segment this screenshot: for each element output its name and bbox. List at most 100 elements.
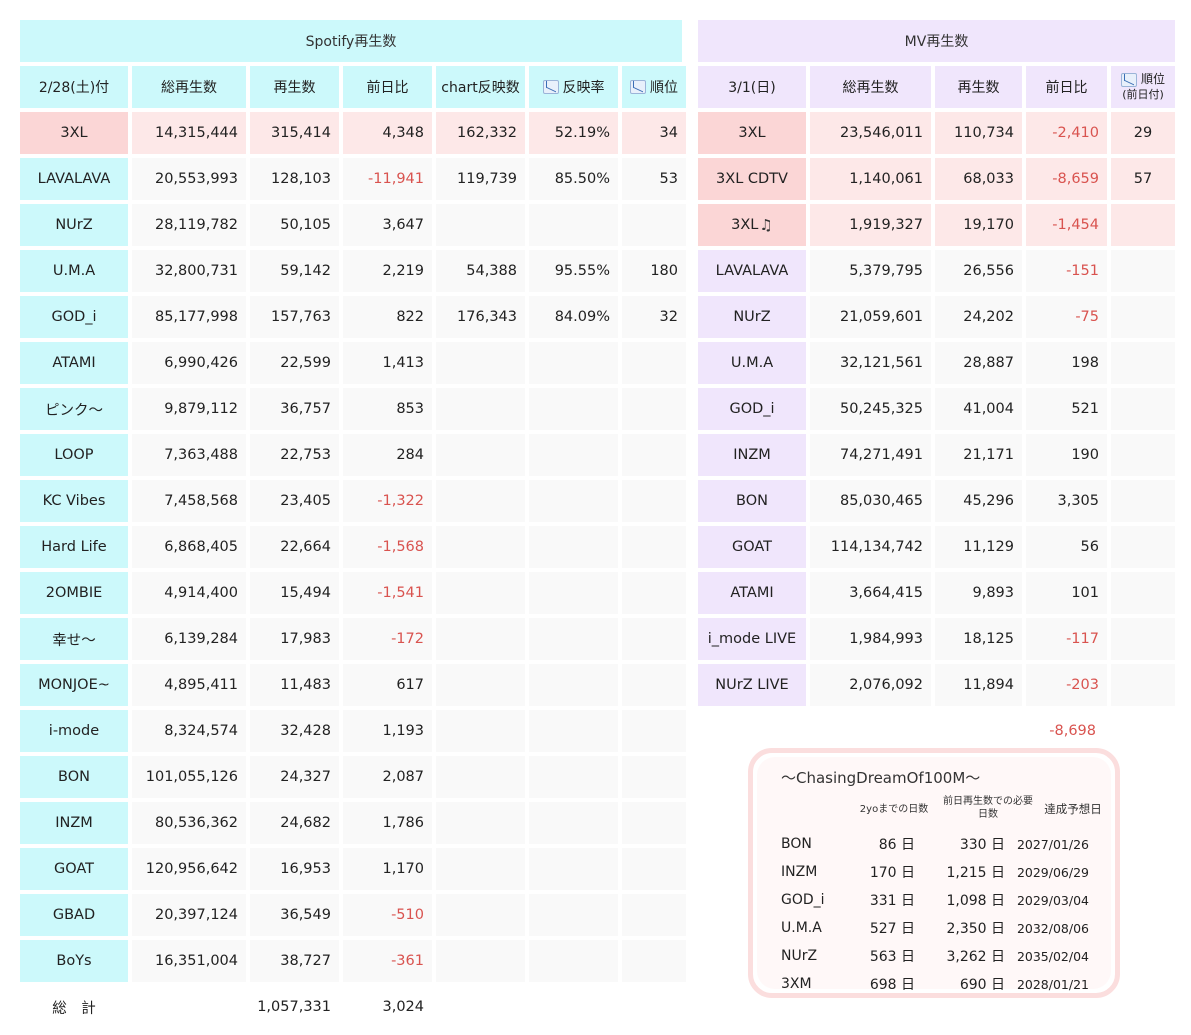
cell-total: 8,324,574 (132, 710, 246, 752)
cell-plays: 28,887 (935, 342, 1022, 384)
cell-name: BoYs (20, 940, 128, 982)
cell-chart (436, 802, 525, 844)
cell-rank (622, 802, 686, 844)
cell-total: 21,059,601 (810, 296, 931, 338)
mv-table: MV再生数 3/1(日) 総再生数 再生数 前日比 順位 (前日付) 3XL 23… (698, 20, 1175, 752)
cell-name: INZM (20, 802, 128, 844)
mv-total-row: -8,698 (698, 710, 1175, 752)
cell-name: LAVALAVA (698, 250, 806, 292)
cell-chart: 176,343 (436, 296, 525, 338)
cell-rank (622, 204, 686, 246)
table-row: GOAT 114,134,742 11,129 56 (698, 526, 1175, 568)
cell-rank (622, 664, 686, 706)
cell-rate (529, 342, 618, 384)
cell-plays: 22,753 (250, 434, 339, 476)
cell-name-text: NUrZ LIVE (715, 677, 789, 693)
cell-name: BON (698, 480, 806, 522)
cell-plays: 21,171 (935, 434, 1022, 476)
dream-date: 2029/06/29 (1016, 864, 1089, 880)
cell-diff-text: -8,659 (1052, 171, 1099, 187)
cell-rank (622, 342, 686, 384)
cell-name: NUrZ (20, 204, 128, 246)
cell-total: 120,956,642 (132, 848, 246, 890)
dream-row: BON 86 日 330 日 2027/01/26 (757, 832, 1111, 856)
dream-row: 3XM 698 日 690 日 2028/01/21 (757, 972, 1111, 996)
col-rank-sub: (前日付) (1122, 88, 1164, 101)
col-diff: 前日比 (1026, 66, 1107, 108)
cell-rank (1111, 664, 1175, 706)
cell-plays: 157,763 (250, 296, 339, 338)
cell-name: BON (20, 756, 128, 798)
cell-diff: 521 (1026, 388, 1107, 430)
cell-rank (1111, 618, 1175, 660)
table-row: i-mode 8,324,574 32,428 1,193 (20, 710, 686, 752)
cell-rate (529, 664, 618, 706)
cell-diff: -172 (343, 618, 432, 660)
col-date: 3/1(日) (698, 66, 806, 108)
cell-diff: 617 (343, 664, 432, 706)
cell-total-text: 85,030,465 (839, 493, 923, 509)
table-row: INZM 74,271,491 21,171 190 (698, 434, 1175, 476)
cell-chart: 119,739 (436, 158, 525, 200)
col-rank-label: 順位 (650, 80, 678, 96)
cell-diff: -8,659 (1026, 158, 1107, 200)
cell-chart (436, 434, 525, 476)
cell-total: 16,351,004 (132, 940, 246, 982)
cell-diff: 1,193 (343, 710, 432, 752)
cell-name-text: i_mode LIVE (707, 631, 797, 647)
table-row: 3XL 23,546,011 110,734 -2,410 29 (698, 112, 1175, 154)
cell-rank (1111, 296, 1175, 338)
dream-col-days: 2yoまでの日数 (859, 804, 929, 815)
cell-plays-text: 18,125 (963, 631, 1014, 647)
table-row: NUrZ LIVE 2,076,092 11,894 -203 (698, 664, 1175, 706)
table-row: LOOP 7,363,488 22,753 284 (20, 434, 686, 476)
cell-name: INZM (698, 434, 806, 476)
total-plays: 1,057,331 (257, 999, 331, 1015)
cell-diff: 3,647 (343, 204, 432, 246)
table-row: 3XL CDTV 1,140,061 68,033 -8,659 57 (698, 158, 1175, 200)
cell-name: 3XL ♫ (698, 204, 806, 246)
cell-name: U.M.A (698, 342, 806, 384)
cell-rank (1111, 388, 1175, 430)
cell-diff: -2,410 (1026, 112, 1107, 154)
cell-total: 20,553,993 (132, 158, 246, 200)
cell-total: 74,271,491 (810, 434, 931, 476)
cell-plays: 18,125 (935, 618, 1022, 660)
mv-total-diff: -8,698 (698, 710, 1106, 752)
dream-name: INZM (781, 864, 818, 880)
cell-total: 6,868,405 (132, 526, 246, 568)
cell-total: 14,315,444 (132, 112, 246, 154)
cell-total-text: 50,245,325 (839, 401, 923, 417)
dream-need: 1,215 日 (946, 865, 1005, 881)
cell-total-text: 2,076,092 (849, 677, 923, 693)
cell-plays: 19,170 (935, 204, 1022, 246)
cell-plays-text: 110,734 (954, 125, 1014, 141)
table-row: NUrZ 21,059,601 24,202 -75 (698, 296, 1175, 338)
dream-need: 3,262 日 (946, 949, 1005, 965)
cell-plays-text: 24,202 (963, 309, 1014, 325)
cell-diff: 56 (1026, 526, 1107, 568)
dream-name: U.M.A (781, 920, 822, 936)
cell-name-text: GOD_i (729, 401, 775, 417)
cell-plays: 110,734 (935, 112, 1022, 154)
cell-name-text: LAVALAVA (715, 263, 789, 279)
cell-diff: -1,454 (1026, 204, 1107, 246)
cell-total: 7,458,568 (132, 480, 246, 522)
cell-total: 114,134,742 (810, 526, 931, 568)
cell-plays: 11,894 (935, 664, 1022, 706)
table-row: BON 85,030,465 45,296 3,305 (698, 480, 1175, 522)
table-row: MONJOE~ 4,895,411 11,483 617 (20, 664, 686, 706)
cell-name-text: ATAMI (730, 585, 774, 601)
cell-rate (529, 526, 618, 568)
cell-rate (529, 894, 618, 936)
cell-name-text: BON (736, 493, 768, 509)
cell-rank-text: 57 (1133, 171, 1153, 187)
cell-plays: 26,556 (935, 250, 1022, 292)
dream-days: 86 日 (878, 837, 915, 853)
cell-total: 6,990,426 (132, 342, 246, 384)
cell-name: ATAMI (698, 572, 806, 614)
total-total (132, 986, 246, 1028)
spotify-table: Spotify再生数 2/28(土)付 総再生数 再生数 前日比 chart反映… (20, 20, 686, 1028)
cell-rate: 52.19% (529, 112, 618, 154)
dream-need: 330 日 (959, 837, 1005, 853)
